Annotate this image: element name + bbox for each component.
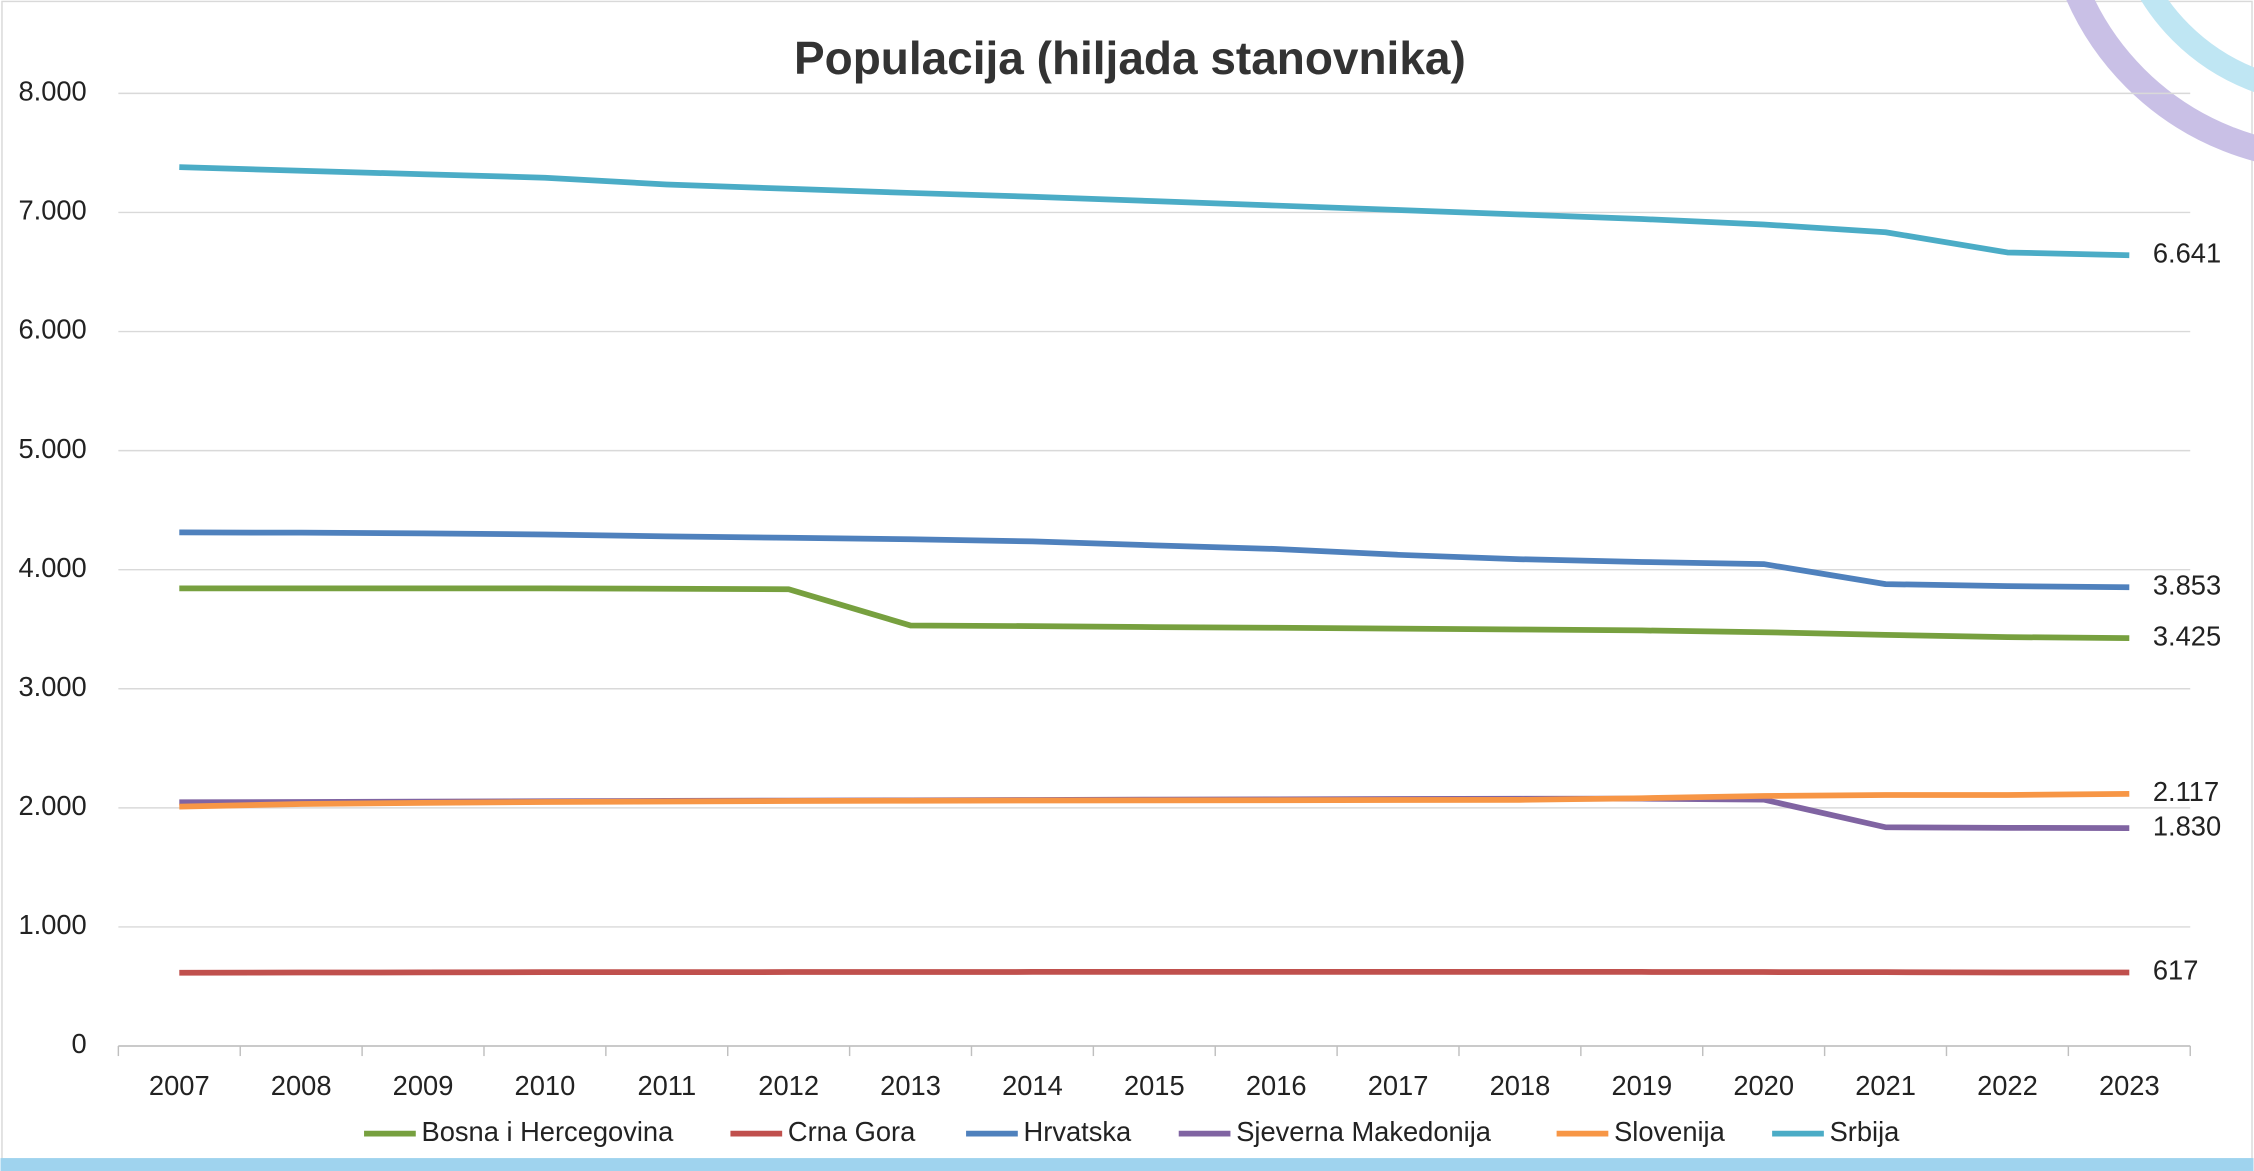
chart-title: Populacija (hiljada stanovnika) — [794, 32, 1466, 84]
y-tick-label: 5.000 — [18, 433, 86, 464]
y-tick-label: 0 — [72, 1028, 87, 1059]
y-tick-label: 4.000 — [18, 552, 86, 583]
series-line — [179, 529, 2130, 591]
data-label: 6.641 — [2153, 237, 2221, 268]
x-tick-label: 2019 — [1611, 1070, 1672, 1101]
series-line — [179, 585, 2130, 642]
data-label: 1.830 — [2153, 810, 2221, 841]
x-tick-label: 2016 — [1246, 1070, 1307, 1101]
y-tick-label: 6.000 — [18, 314, 86, 345]
x-tick-label: 2020 — [1733, 1070, 1794, 1101]
legend-label: Srbija — [1830, 1116, 1901, 1147]
bottom-band — [0, 1158, 2254, 1171]
x-tick-label: 2013 — [880, 1070, 941, 1101]
y-tick-label: 3.000 — [18, 671, 86, 702]
data-label: 3.853 — [2153, 569, 2221, 600]
x-tick-label: 2017 — [1368, 1070, 1429, 1101]
x-tick-label: 2011 — [637, 1070, 696, 1101]
series-line — [179, 969, 2130, 976]
x-tick-label: 2018 — [1490, 1070, 1551, 1101]
x-tick-label: 2015 — [1124, 1070, 1185, 1101]
series-line — [179, 164, 2130, 259]
x-tick-label: 2012 — [758, 1070, 819, 1101]
y-tick-label: 8.000 — [18, 76, 86, 107]
x-tick-label: 2007 — [149, 1070, 210, 1101]
data-label: 3.425 — [2153, 620, 2221, 651]
legend-label: Hrvatska — [1024, 1116, 1132, 1147]
legend-label: Bosna i Hercegovina — [422, 1116, 675, 1147]
legend-label: Crna Gora — [788, 1116, 916, 1147]
data-label: 617 — [2153, 955, 2199, 986]
y-tick-label: 2.000 — [18, 790, 86, 821]
legend-label: Slovenija — [1614, 1116, 1726, 1147]
x-tick-label: 2021 — [1855, 1070, 1916, 1101]
legend-label: Sjeverna Makedonija — [1236, 1116, 1492, 1147]
y-tick-label: 1.000 — [18, 909, 86, 940]
x-tick-label: 2014 — [1002, 1070, 1063, 1101]
series-line — [179, 791, 2130, 810]
y-tick-label: 7.000 — [18, 195, 86, 226]
x-tick-label: 2022 — [1977, 1070, 2038, 1101]
x-tick-label: 2023 — [2099, 1070, 2160, 1101]
x-tick-label: 2010 — [515, 1070, 576, 1101]
x-tick-label: 2009 — [393, 1070, 454, 1101]
data-label: 2.117 — [2153, 776, 2219, 807]
x-tick-label: 2008 — [271, 1070, 332, 1101]
